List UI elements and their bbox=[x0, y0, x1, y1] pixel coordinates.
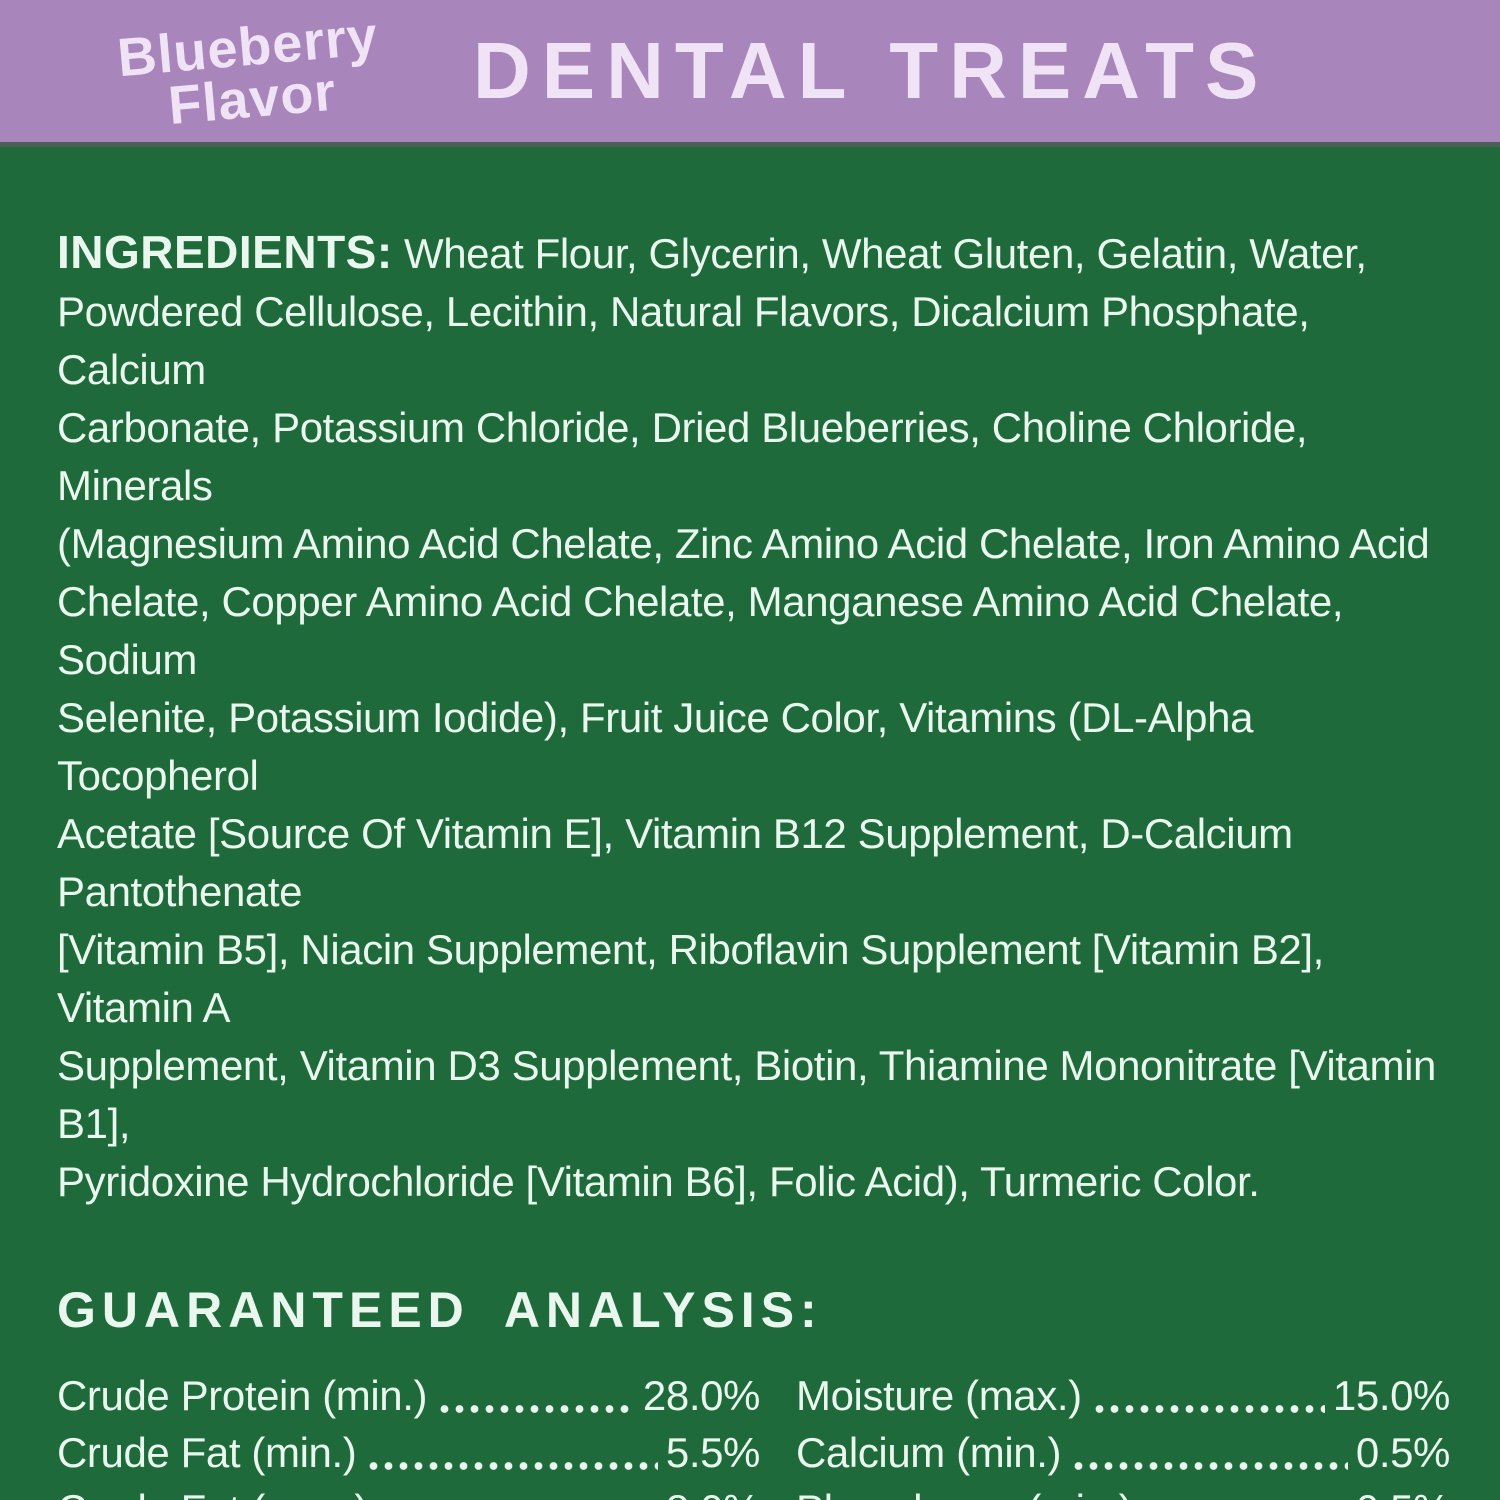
flavor-line2: Flavor bbox=[165, 61, 339, 137]
ga-value: 5.5% bbox=[665, 1429, 761, 1476]
table-row: Phosphorus (min.) 0.5% bbox=[796, 1481, 1450, 1500]
ga-label: Crude Fat (min.) bbox=[57, 1429, 357, 1476]
ingredients-heading: INGREDIENTS: bbox=[57, 226, 393, 278]
table-row: Crude Protein (min.) 28.0% bbox=[57, 1367, 760, 1424]
ingredients-section: INGREDIENTS: Wheat Flour, Glycerin, Whea… bbox=[57, 223, 1450, 1211]
table-row: Crude Fat (max.) 8.0% bbox=[57, 1481, 760, 1500]
ga-value: 8.0% bbox=[666, 1481, 761, 1500]
table-row: Crude Fat (min.) 5.5% bbox=[57, 1424, 760, 1481]
dot-leader bbox=[366, 1460, 658, 1472]
header-band: Blueberry Flavor DENTAL TREATS bbox=[0, 0, 1500, 147]
flavor-badge: Blueberry Flavor bbox=[51, 4, 449, 142]
ga-left-column: Crude Protein (min.) 28.0% Crude Fat (mi… bbox=[57, 1367, 760, 1500]
label-panel: INGREDIENTS: Wheat Flour, Glycerin, Whea… bbox=[0, 147, 1500, 1500]
ga-right-column: Moisture (max.) 15.0% Calcium (min.) 0.5… bbox=[796, 1367, 1450, 1500]
ga-label: Crude Fat (max.) bbox=[57, 1481, 368, 1500]
ga-label: Phosphorus (min.) bbox=[796, 1481, 1133, 1500]
ingredients-text: Wheat Flour, Glycerin, Wheat Gluten, Gel… bbox=[57, 230, 1436, 1205]
table-row: Calcium (min.) 0.5% bbox=[796, 1424, 1450, 1481]
ga-value: 28.0% bbox=[642, 1372, 760, 1419]
dot-leader bbox=[1091, 1403, 1325, 1415]
guaranteed-analysis-heading: GUARANTEED ANALYSIS: bbox=[57, 1282, 823, 1338]
dot-leader bbox=[1071, 1460, 1348, 1472]
table-row: Moisture (max.) 15.0% bbox=[796, 1367, 1450, 1424]
ga-value: 0.5% bbox=[1356, 1481, 1451, 1500]
ga-label: Calcium (min.) bbox=[796, 1429, 1062, 1476]
ga-value: 15.0% bbox=[1332, 1372, 1450, 1419]
product-title: DENTAL TREATS bbox=[473, 26, 1270, 115]
ga-label: Crude Protein (min.) bbox=[57, 1372, 428, 1419]
ga-value: 0.5% bbox=[1355, 1429, 1451, 1476]
ga-label: Moisture (max.) bbox=[796, 1372, 1082, 1419]
guaranteed-analysis-table: Crude Protein (min.) 28.0% Crude Fat (mi… bbox=[57, 1367, 1450, 1500]
dot-leader bbox=[437, 1403, 635, 1415]
